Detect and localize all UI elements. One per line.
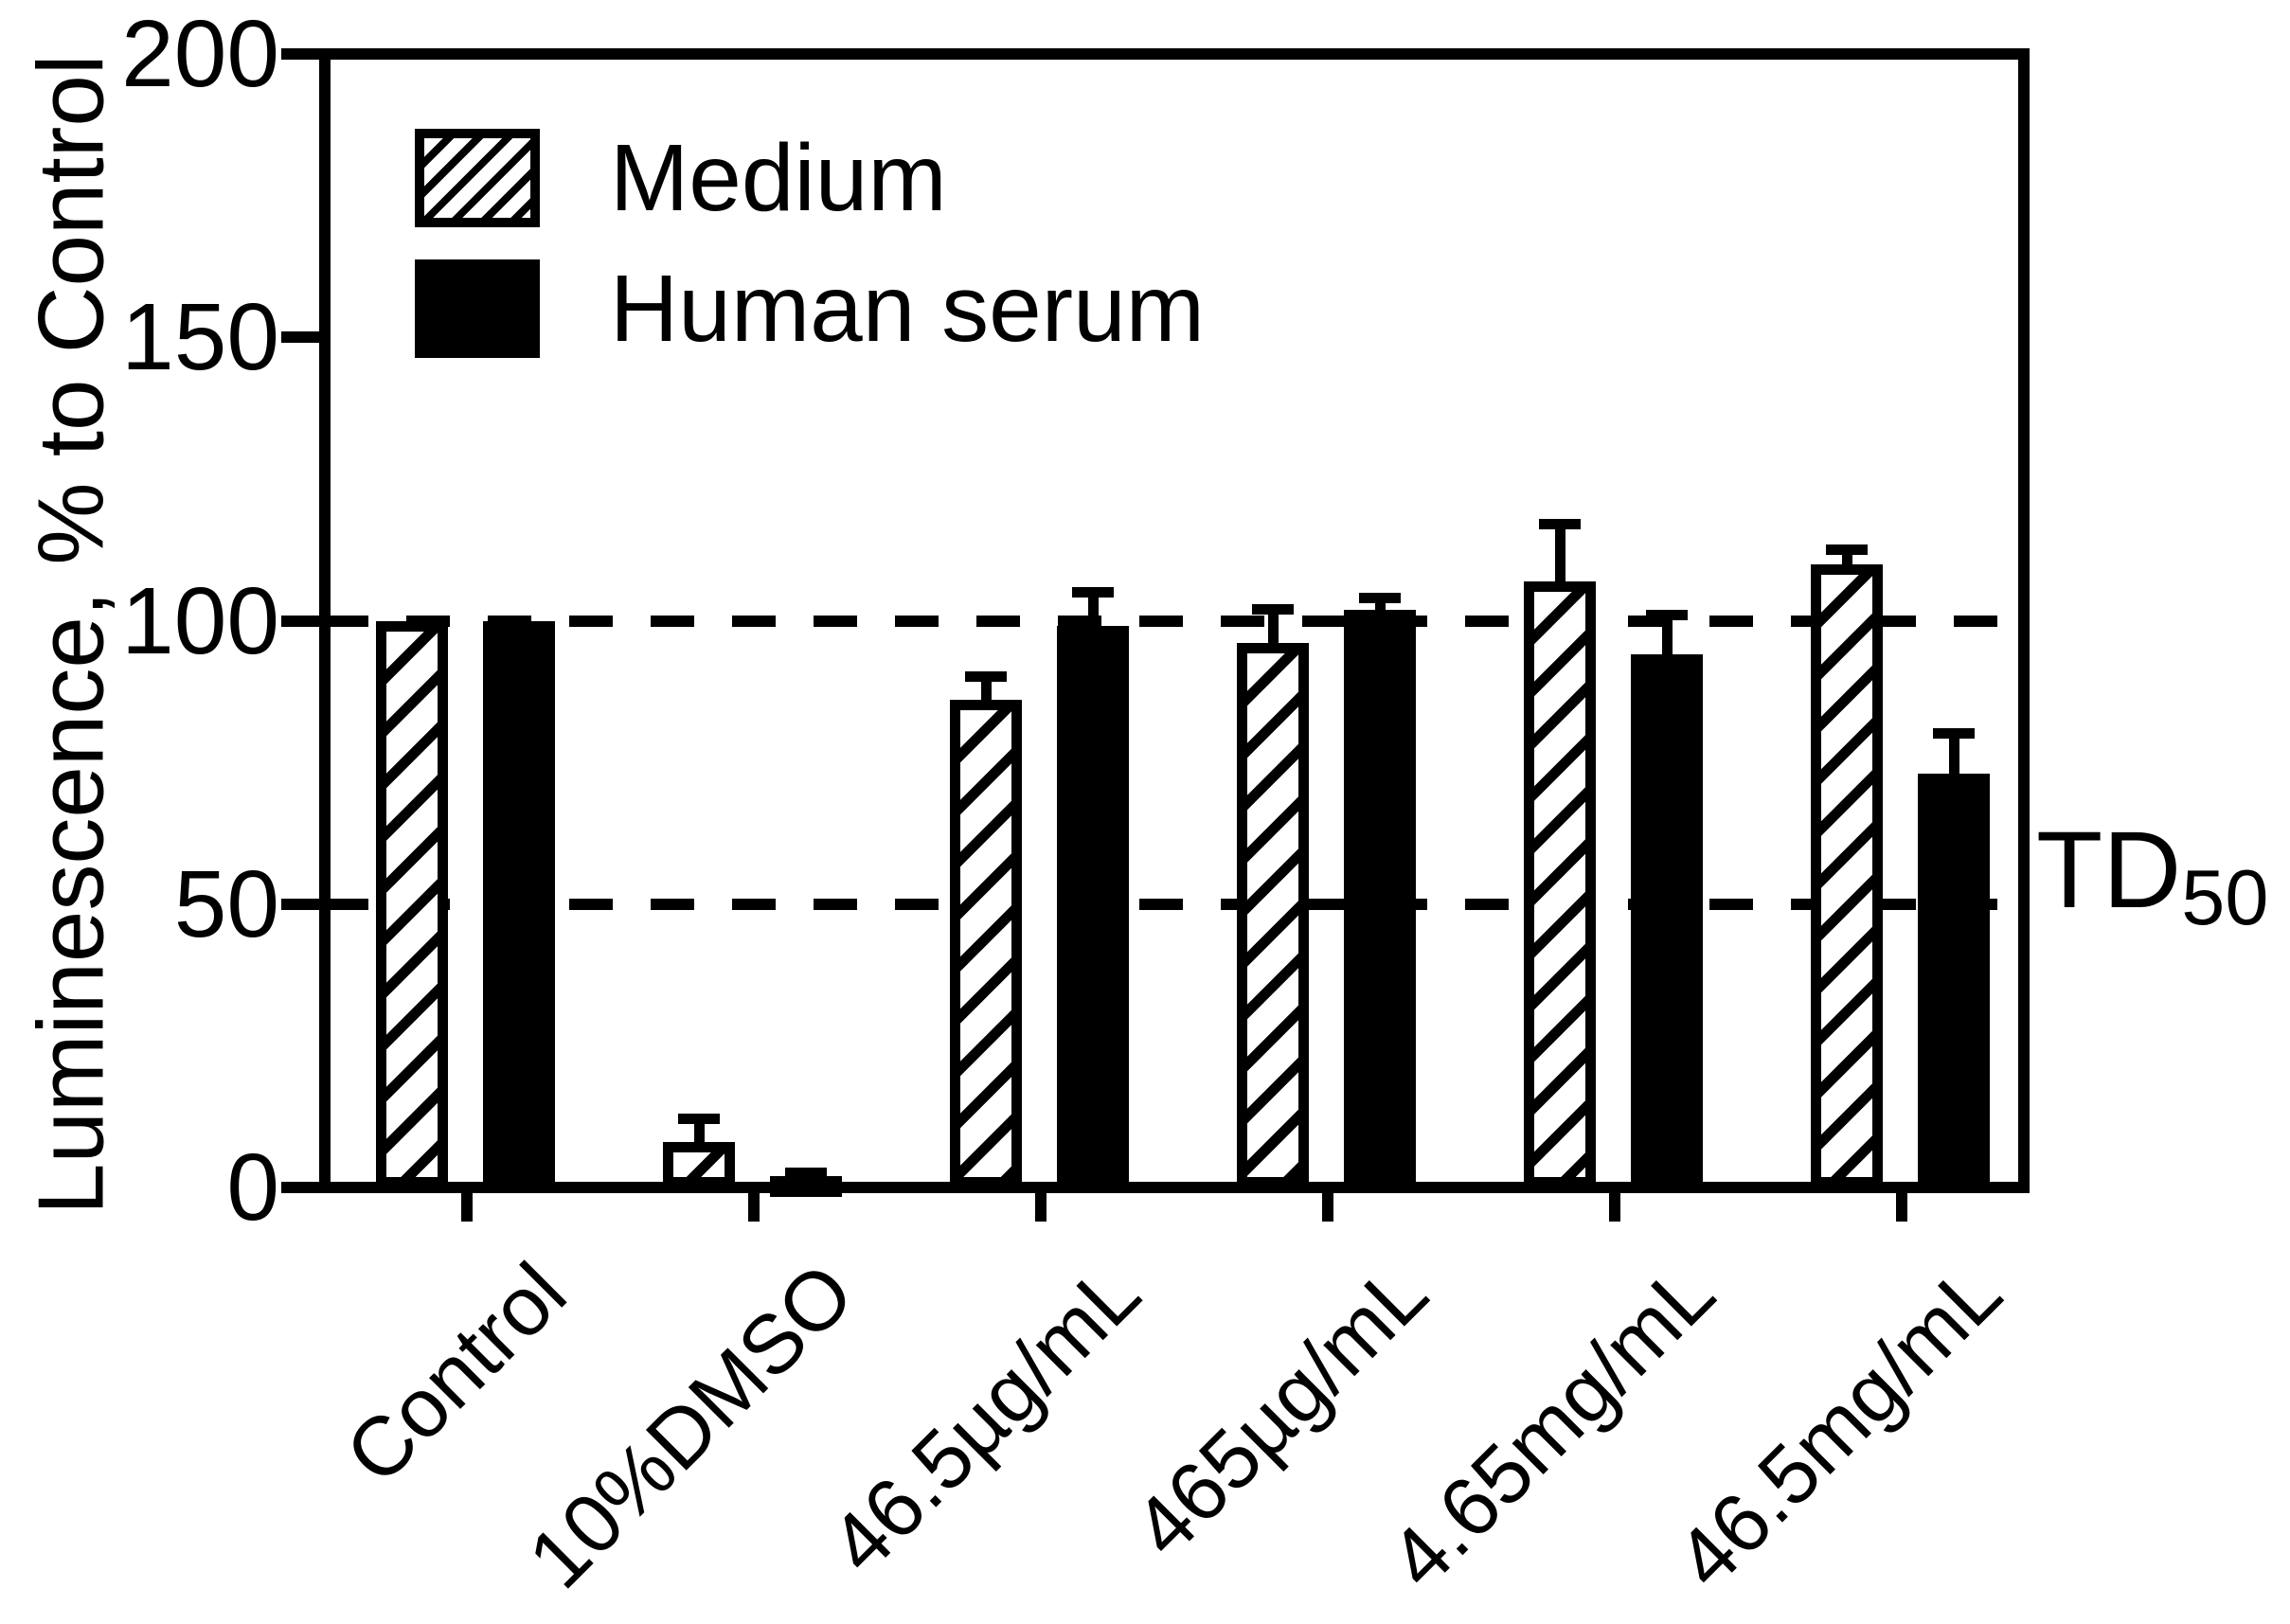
- y-axis-tick: [281, 48, 319, 60]
- error-bar-stem: [693, 1114, 705, 1152]
- error-bar-stem: [980, 671, 992, 710]
- bar-medium-2: [663, 1142, 735, 1187]
- td50-text: TD: [2036, 810, 2182, 931]
- bar-human-serum-1: [483, 620, 555, 1187]
- plot-area: [281, 48, 2030, 1222]
- y-axis-tick: [281, 615, 319, 627]
- error-bar-cap: [785, 1168, 827, 1179]
- y-axis-line: [319, 48, 331, 1193]
- error-bar-stem: [1554, 518, 1565, 591]
- y-axis-tick: [281, 1182, 319, 1193]
- bar-medium-5: [1524, 580, 1596, 1187]
- legend-item-medium: Medium: [415, 129, 1205, 227]
- bar-human-serum-6: [1918, 774, 1990, 1187]
- bar-medium-4: [1237, 643, 1309, 1187]
- error-bar-cap: [1826, 544, 1868, 555]
- x-axis-line: [319, 1182, 2030, 1193]
- error-bar-cap: [1539, 518, 1581, 529]
- x-axis-tick: [1322, 1182, 1333, 1222]
- legend-label-human-serum: Human serum: [610, 256, 1205, 362]
- dashed-guide-line: [325, 898, 2024, 910]
- error-bar-stem: [1948, 728, 1959, 784]
- y-axis-tick-label: 200: [121, 1, 279, 107]
- x-axis-tick: [748, 1182, 760, 1222]
- y-axis-tick-label: 100: [121, 567, 279, 674]
- error-bar-stem: [1087, 586, 1099, 636]
- bar-human-serum-4: [1344, 609, 1416, 1187]
- bar-human-serum-5: [1631, 654, 1703, 1187]
- x-axis-tick: [1609, 1182, 1620, 1222]
- legend-label-medium: Medium: [610, 125, 947, 231]
- error-bar-cap: [965, 671, 1007, 683]
- error-bar-cap: [1646, 609, 1688, 620]
- legend: Medium Human serum: [415, 129, 1205, 390]
- bar-medium-3: [950, 700, 1022, 1187]
- x-axis-tick: [461, 1182, 473, 1222]
- error-bar-stem: [1841, 544, 1852, 574]
- error-bar-cap: [1072, 586, 1114, 598]
- y-axis-tick: [281, 331, 319, 344]
- dashed-guide-line: [325, 615, 2024, 627]
- x-axis-tick: [1035, 1182, 1047, 1222]
- hatched-swatch-icon: [415, 129, 540, 227]
- error-bar-stem: [1374, 592, 1386, 619]
- bar-medium-1: [376, 620, 448, 1187]
- y-axis-tick-label: 50: [173, 850, 279, 957]
- solid-swatch-icon: [415, 259, 540, 358]
- error-bar-stem: [1661, 609, 1673, 665]
- error-bar-cap: [1933, 728, 1975, 740]
- x-axis-label: 46.5µg/mL: [812, 1244, 1158, 1591]
- legend-item-human-serum: Human serum: [415, 259, 1205, 358]
- error-bar-cap: [678, 1114, 720, 1125]
- error-bar-cap: [1252, 603, 1294, 615]
- bar-human-serum-3: [1057, 626, 1129, 1187]
- error-bar-cap: [1359, 592, 1401, 603]
- top-border-line: [319, 48, 2030, 60]
- bar-medium-6: [1811, 563, 1883, 1187]
- td50-subscript: 50: [2181, 853, 2269, 942]
- y-axis-tick-label: 0: [226, 1134, 279, 1240]
- x-axis-label: Control: [327, 1244, 584, 1502]
- y-axis-tick-label: 150: [121, 284, 279, 391]
- y-axis-tick: [281, 898, 319, 910]
- td50-annotation: TD50: [2036, 816, 2268, 942]
- right-border-line: [2018, 48, 2030, 1193]
- error-bar-stem: [1267, 603, 1279, 653]
- x-axis-tick: [1896, 1182, 1907, 1222]
